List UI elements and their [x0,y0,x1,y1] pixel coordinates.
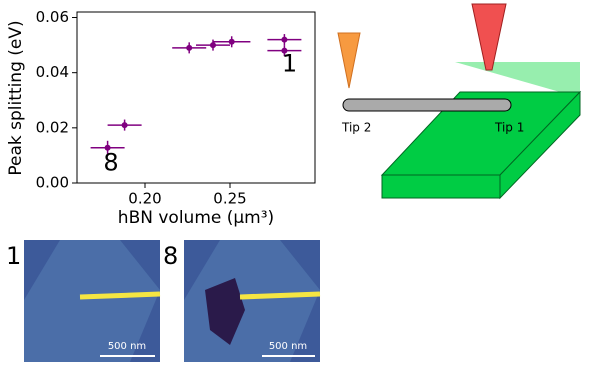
slab-front [381,174,501,199]
image-label: 1 [6,242,21,270]
x-tick-label: 0.20 [128,190,161,208]
annotation: 8 [103,149,118,177]
scale-label: 500 nm [269,341,307,352]
point [281,47,288,54]
point [281,36,288,43]
image-label: 8 [163,242,178,270]
nanowire [342,98,512,112]
afm-image: 500 nm 8 [163,240,321,362]
point [104,144,111,151]
flake [24,240,160,362]
annotation: 1 [282,49,297,77]
y-axis-label: Peak splitting (eV) [6,20,26,175]
tip-1 [471,3,507,71]
afm-image: 500 nm 1 [6,240,161,362]
x-axis-label: hBN volume (μm³) [118,208,274,228]
wire [79,291,161,300]
tip-label: Tip 1 [494,121,524,135]
tip-2 [337,32,361,89]
y-tick-label: 0.04 [36,63,69,81]
y-tick-label: 0.06 [36,8,69,26]
point [121,122,128,129]
slab-back [455,62,580,92]
etched-area [205,278,245,345]
device-diagram: Tip 2 Tip 1 [337,3,582,200]
x-tick-label: 0.25 [213,190,246,208]
scale-label: 500 nm [108,341,146,352]
y-tick-label: 0.00 [36,174,69,192]
wire [239,291,321,300]
tip-label: Tip 2 [341,121,371,135]
slab-side [499,90,581,200]
point [186,44,193,51]
point [228,38,235,45]
point [210,42,216,49]
plot-frame [76,11,316,184]
y-tick-label: 0.02 [36,118,69,136]
